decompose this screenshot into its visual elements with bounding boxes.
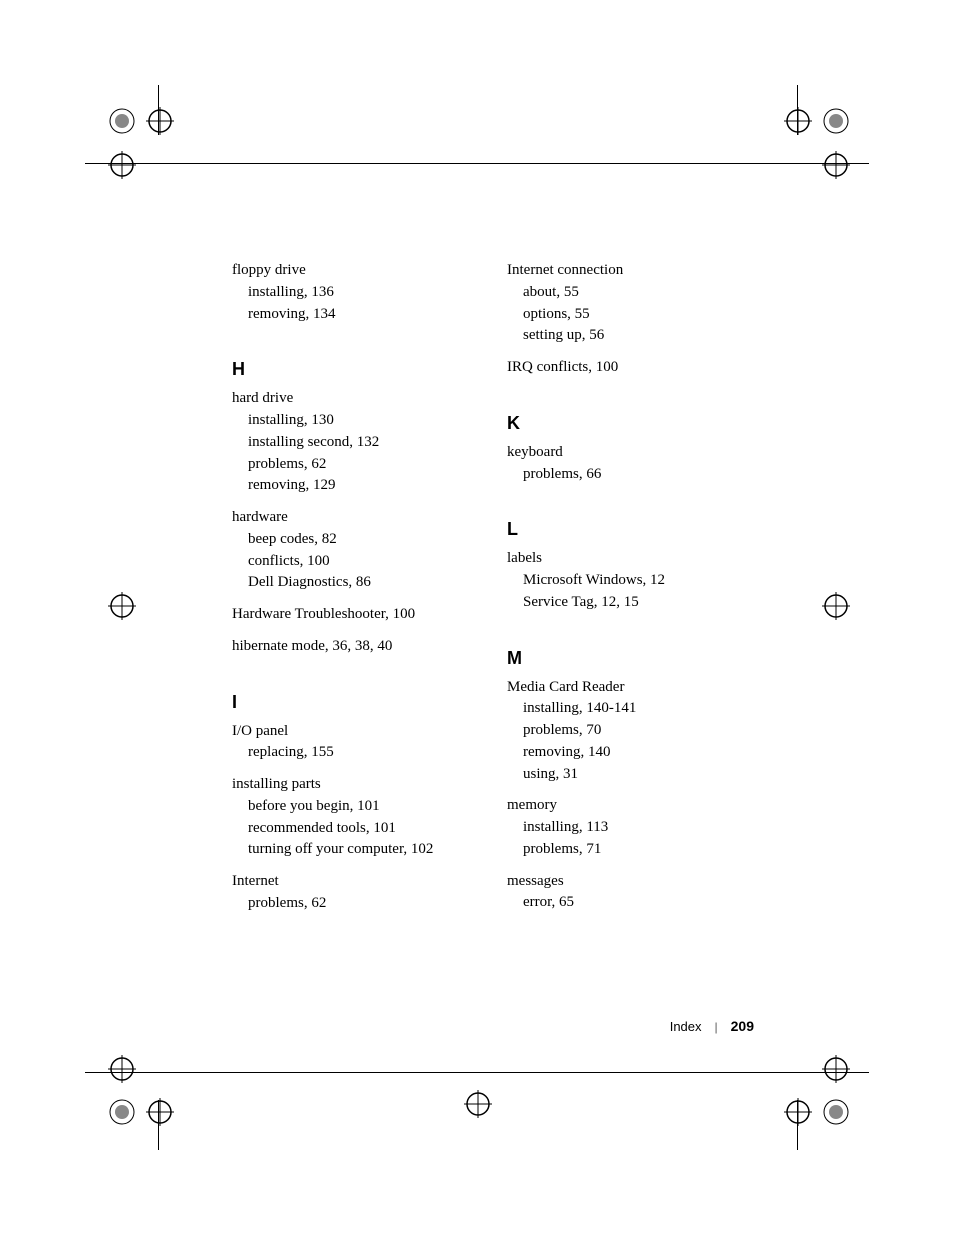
index-entry: memoryinstalling, 113problems, 71 [507, 795, 752, 860]
index-entry: Media Card Readerinstalling, 140-141prob… [507, 677, 752, 786]
index-subentry: installing, 113 [507, 817, 752, 839]
index-entry: Internet connectionabout, 55options, 55s… [507, 260, 752, 347]
index-term: hardware [232, 507, 477, 529]
index-subentry: before you begin, 101 [232, 796, 477, 818]
index-subentry: problems, 71 [507, 839, 752, 861]
index-subentry: problems, 66 [507, 464, 752, 486]
index-term: labels [507, 548, 752, 570]
index-entry: hardwarebeep codes, 82conflicts, 100Dell… [232, 507, 477, 594]
registration-mark-icon [108, 151, 136, 179]
index-term: hard drive [232, 388, 477, 410]
index-term: Media Card Reader [507, 677, 752, 699]
index-entry: Hardware Troubleshooter, 100 [232, 604, 477, 626]
index-term: I/O panel [232, 721, 477, 743]
trim-line [797, 1100, 798, 1150]
index-entry: keyboardproblems, 66 [507, 442, 752, 486]
page-number: 209 [731, 1018, 754, 1034]
index-term: keyboard [507, 442, 752, 464]
registration-mark-icon [108, 592, 136, 620]
index-term: installing parts [232, 774, 477, 796]
index-entry: hard driveinstalling, 130installing seco… [232, 388, 477, 497]
index-subentry: removing, 129 [232, 475, 477, 497]
index-entry: hibernate mode, 36, 38, 40 [232, 636, 477, 658]
trim-line-bottom [85, 1072, 869, 1073]
section-heading: M [507, 648, 752, 669]
index-entry: floppy driveinstalling, 136removing, 134 [232, 260, 477, 325]
index-entry: installing partsbefore you begin, 101rec… [232, 774, 477, 861]
index-subentry: about, 55 [507, 282, 752, 304]
page: floppy driveinstalling, 136removing, 134… [0, 0, 954, 1235]
left-column: floppy driveinstalling, 136removing, 134… [232, 260, 477, 925]
index-entry: messageserror, 65 [507, 871, 752, 915]
registration-mark-icon [822, 1055, 850, 1083]
index-subentry: problems, 62 [232, 454, 477, 476]
index-subentry: setting up, 56 [507, 325, 752, 347]
index-entry: I/O panelreplacing, 155 [232, 721, 477, 765]
index-subentry: Microsoft Windows, 12 [507, 570, 752, 592]
registration-mark-icon [146, 1098, 174, 1126]
index-entry: labelsMicrosoft Windows, 12Service Tag, … [507, 548, 752, 613]
registration-mark-icon [464, 1090, 492, 1118]
index-subentry: turning off your computer, 102 [232, 839, 477, 861]
index-subentry: removing, 140 [507, 742, 752, 764]
section-heading: K [507, 413, 752, 434]
trim-line-top [85, 163, 869, 164]
index-entry: IRQ conflicts, 100 [507, 357, 752, 379]
section-heading: I [232, 692, 477, 713]
trim-line [158, 85, 159, 135]
index-subentry: installing, 136 [232, 282, 477, 304]
index-term: IRQ conflicts, 100 [507, 357, 752, 379]
registration-mark-icon [822, 151, 850, 179]
index-subentry: Dell Diagnostics, 86 [232, 572, 477, 594]
section-heading: L [507, 519, 752, 540]
index-subentry: problems, 70 [507, 720, 752, 742]
index-subentry: using, 31 [507, 764, 752, 786]
registration-mark-icon [822, 107, 850, 135]
index-subentry: options, 55 [507, 304, 752, 326]
footer-separator: | [715, 1019, 718, 1034]
index-subentry: installing, 130 [232, 410, 477, 432]
right-column: Internet connectionabout, 55options, 55s… [507, 260, 752, 925]
index-subentry: installing, 140-141 [507, 698, 752, 720]
index-subentry: removing, 134 [232, 304, 477, 326]
index-subentry: error, 65 [507, 892, 752, 914]
trim-line [797, 85, 798, 135]
trim-line [158, 1100, 159, 1150]
registration-mark-icon [822, 592, 850, 620]
index-term: messages [507, 871, 752, 893]
index-subentry: Service Tag, 12, 15 [507, 592, 752, 614]
index-entry: Internetproblems, 62 [232, 871, 477, 915]
registration-mark-icon [108, 1098, 136, 1126]
index-term: memory [507, 795, 752, 817]
registration-mark-icon [822, 1098, 850, 1126]
page-footer: Index | 209 [670, 1018, 754, 1035]
index-subentry: installing second, 132 [232, 432, 477, 454]
index-term: floppy drive [232, 260, 477, 282]
index-subentry: recommended tools, 101 [232, 818, 477, 840]
index-content: floppy driveinstalling, 136removing, 134… [232, 260, 752, 925]
index-subentry: replacing, 155 [232, 742, 477, 764]
section-heading: H [232, 359, 477, 380]
registration-mark-icon [146, 107, 174, 135]
index-subentry: conflicts, 100 [232, 551, 477, 573]
index-term: Internet connection [507, 260, 752, 282]
index-subentry: problems, 62 [232, 893, 477, 915]
index-term: Hardware Troubleshooter, 100 [232, 604, 477, 626]
footer-label: Index [670, 1019, 702, 1034]
index-subentry: beep codes, 82 [232, 529, 477, 551]
registration-mark-icon [784, 1098, 812, 1126]
registration-mark-icon [108, 107, 136, 135]
registration-mark-icon [784, 107, 812, 135]
registration-mark-icon [108, 1055, 136, 1083]
index-term: Internet [232, 871, 477, 893]
index-term: hibernate mode, 36, 38, 40 [232, 636, 477, 658]
